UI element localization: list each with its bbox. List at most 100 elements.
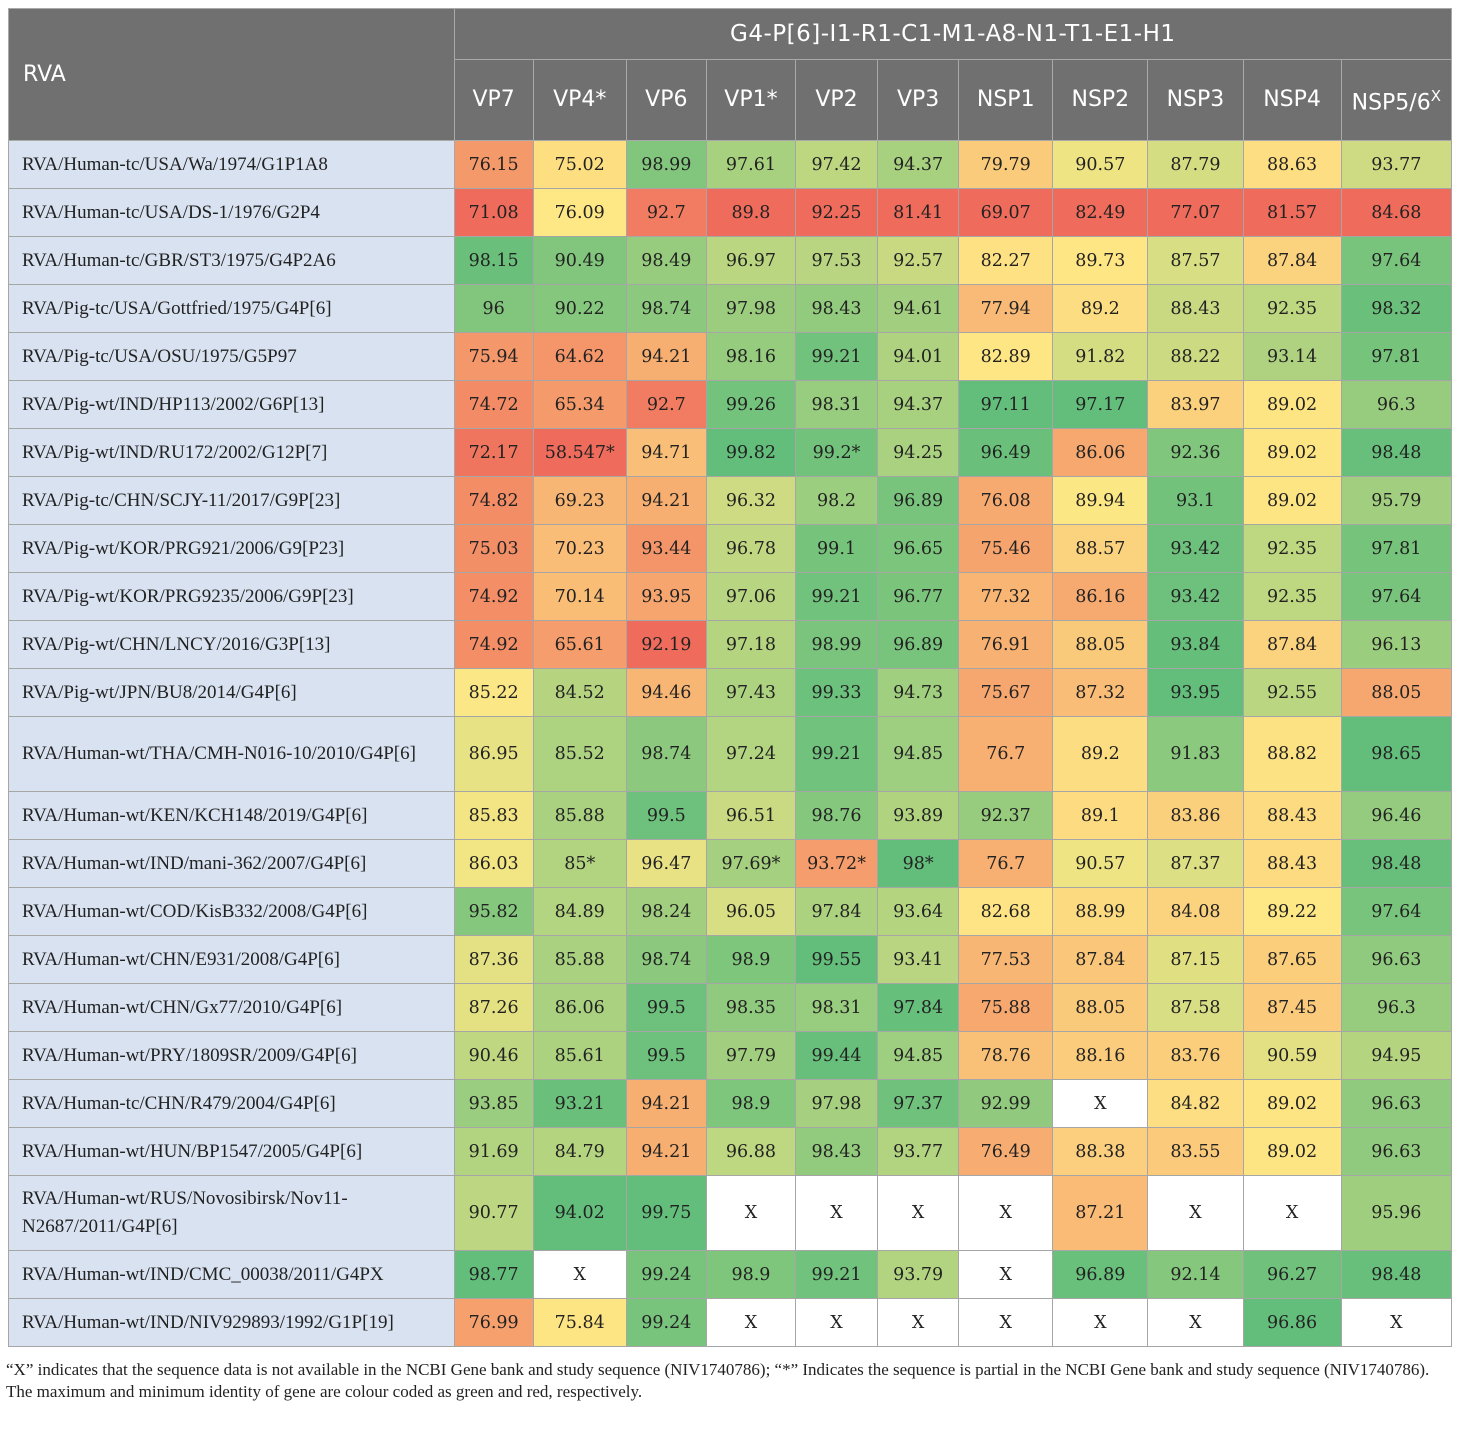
- identity-value-cell: 85.88: [532, 935, 627, 984]
- identity-value-cell: 99.24: [625, 1250, 707, 1299]
- identity-value-cell: 94.21: [625, 476, 707, 525]
- identity-value-cell: 97.98: [794, 1079, 879, 1128]
- strain-name-cell: RVA/Pig-wt/IND/RU172/2002/G12P[7]: [8, 428, 455, 477]
- strain-name-cell: RVA/Human-wt/IND/NIV929893/1992/G1P[19]: [8, 1298, 455, 1347]
- identity-value-cell: 76.09: [532, 188, 627, 237]
- identity-value-cell: 76.91: [958, 620, 1054, 669]
- identity-value-cell: 99.21: [794, 332, 879, 381]
- identity-value-cell: 99.75: [625, 1175, 707, 1251]
- identity-value-cell: 92.35: [1242, 284, 1342, 333]
- identity-value-cell: 98.74: [625, 284, 707, 333]
- identity-value-cell: 96.3: [1340, 380, 1453, 429]
- gene-header-superscript: X: [1430, 87, 1441, 106]
- identity-value-cell: 94.85: [877, 1031, 960, 1080]
- identity-value-cell: 98.9: [705, 1250, 796, 1299]
- identity-value-cell: 97.43: [705, 668, 796, 717]
- identity-value-cell: X: [532, 1250, 627, 1299]
- identity-value-cell: 98.24: [625, 887, 707, 936]
- table-row: RVA/Human-wt/IND/NIV929893/1992/G1P[19] 7…: [8, 1298, 1453, 1347]
- identity-value-cell: 94.85: [877, 716, 960, 792]
- identity-value-cell: 91.82: [1052, 332, 1149, 381]
- identity-value-cell: 96: [453, 284, 534, 333]
- identity-value-cell: 93.14: [1242, 332, 1342, 381]
- identity-value-cell: 98.9: [705, 1079, 796, 1128]
- identity-value-cell: 82.27: [958, 236, 1054, 285]
- table-row: RVA/Human-wt/RUS/Novosibirsk/Nov11-N2687…: [8, 1175, 1453, 1251]
- identity-value-cell: 96.63: [1340, 1079, 1453, 1128]
- table-row: RVA/Human-wt/THA/CMH-N016-10/2010/G4P[6]…: [8, 716, 1453, 792]
- identity-value-cell: 81.41: [877, 188, 960, 237]
- identity-value-cell: 96.27: [1242, 1250, 1342, 1299]
- identity-value-cell: 93.89: [877, 791, 960, 840]
- table-header: RVA G4-P[6]-I1-R1-C1-M1-A8-N1-T1-E1-H1 V…: [8, 8, 1453, 141]
- identity-value-cell: 85.88: [532, 791, 627, 840]
- identity-value-cell: 79.79: [958, 140, 1054, 189]
- identity-value-cell: 92.55: [1242, 668, 1342, 717]
- identity-value-cell: 94.37: [877, 140, 960, 189]
- identity-value-cell: 97.61: [705, 140, 796, 189]
- identity-value-cell: X: [794, 1175, 879, 1251]
- identity-value-cell: 94.02: [532, 1175, 627, 1251]
- identity-value-cell: 84.68: [1340, 188, 1453, 237]
- identity-value-cell: 98*: [877, 839, 960, 888]
- identity-value-cell: 94.46: [625, 668, 707, 717]
- identity-value-cell: 76.49: [958, 1127, 1054, 1176]
- identity-value-cell: 99.21: [794, 572, 879, 621]
- identity-value-cell: 97.11: [958, 380, 1054, 429]
- identity-value-cell: 94.25: [877, 428, 960, 477]
- identity-value-cell: 97.69*: [705, 839, 796, 888]
- identity-value-cell: 94.37: [877, 380, 960, 429]
- identity-value-cell: 90.46: [453, 1031, 534, 1080]
- identity-value-cell: 76.15: [453, 140, 534, 189]
- identity-value-cell: 75.94: [453, 332, 534, 381]
- identity-value-cell: 92.14: [1147, 1250, 1244, 1299]
- identity-value-cell: 70.14: [532, 572, 627, 621]
- identity-value-cell: 88.43: [1242, 839, 1342, 888]
- identity-value-cell: 99.26: [705, 380, 796, 429]
- table-row: RVA/Human-tc/USA/Wa/1974/G1P1A8 76.15 75.0…: [8, 140, 1453, 189]
- identity-value-cell: 96.63: [1340, 935, 1453, 984]
- identity-value-cell: 84.08: [1147, 887, 1244, 936]
- identity-value-cell: 93.1: [1147, 476, 1244, 525]
- identity-value-cell: 93.79: [877, 1250, 960, 1299]
- identity-value-cell: 93.42: [1147, 572, 1244, 621]
- identity-value-cell: 93.42: [1147, 524, 1244, 573]
- table-row: RVA/Pig-tc/USA/OSU/1975/G5P97 75.94 64.62 9…: [8, 332, 1453, 381]
- strain-name-cell: RVA/Pig-tc/CHN/SCJY-11/2017/G9P[23]: [8, 476, 455, 525]
- identity-value-cell: 85.83: [453, 791, 534, 840]
- table-row: RVA/Human-wt/KEN/KCH148/2019/G4P[6] 85.83…: [8, 791, 1453, 840]
- identity-value-cell: 76.7: [958, 839, 1054, 888]
- identity-value-cell: 88.16: [1052, 1031, 1149, 1080]
- identity-value-cell: 99.5: [625, 983, 707, 1032]
- identity-value-cell: 92.19: [625, 620, 707, 669]
- identity-value-cell: 97.79: [705, 1031, 796, 1080]
- identity-value-cell: 98.48: [1340, 428, 1453, 477]
- identity-value-cell: 92.25: [794, 188, 879, 237]
- identity-value-cell: 88.63: [1242, 140, 1342, 189]
- identity-value-cell: 88.38: [1052, 1127, 1149, 1176]
- identity-value-cell: X: [877, 1175, 960, 1251]
- identity-value-cell: 94.71: [625, 428, 707, 477]
- table-row: RVA/Human-wt/HUN/BP1547/2005/G4P[6] 91.69…: [8, 1127, 1453, 1176]
- identity-value-cell: 85.52: [532, 716, 627, 792]
- identity-value-cell: 97.06: [705, 572, 796, 621]
- table-row: RVA/Pig-tc/CHN/SCJY-11/2017/G9P[23] 74.82…: [8, 476, 1453, 525]
- identity-value-cell: 96.88: [705, 1127, 796, 1176]
- identity-value-cell: 88.22: [1147, 332, 1244, 381]
- identity-value-cell: 97.53: [794, 236, 879, 285]
- table-row: RVA/Human-wt/CHN/Gx77/2010/G4P[6] 87.26 86…: [8, 983, 1453, 1032]
- identity-value-cell: 99.5: [625, 791, 707, 840]
- strain-name-cell: RVA/Human-wt/CHN/Gx77/2010/G4P[6]: [8, 983, 455, 1032]
- identity-value-cell: 90.77: [453, 1175, 534, 1251]
- identity-value-cell: 99.33: [794, 668, 879, 717]
- strain-name-cell: RVA/Pig-wt/IND/HP113/2002/G6P[13]: [8, 380, 455, 429]
- identity-value-cell: 89.73: [1052, 236, 1149, 285]
- identity-value-cell: 96.97: [705, 236, 796, 285]
- identity-value-cell: 87.45: [1242, 983, 1342, 1032]
- identity-value-cell: 94.21: [625, 1079, 707, 1128]
- identity-value-cell: 98.9: [705, 935, 796, 984]
- identity-value-cell: X: [1147, 1298, 1244, 1347]
- identity-value-cell: 75.02: [532, 140, 627, 189]
- identity-value-cell: 86.06: [532, 983, 627, 1032]
- identity-value-cell: 93.77: [877, 1127, 960, 1176]
